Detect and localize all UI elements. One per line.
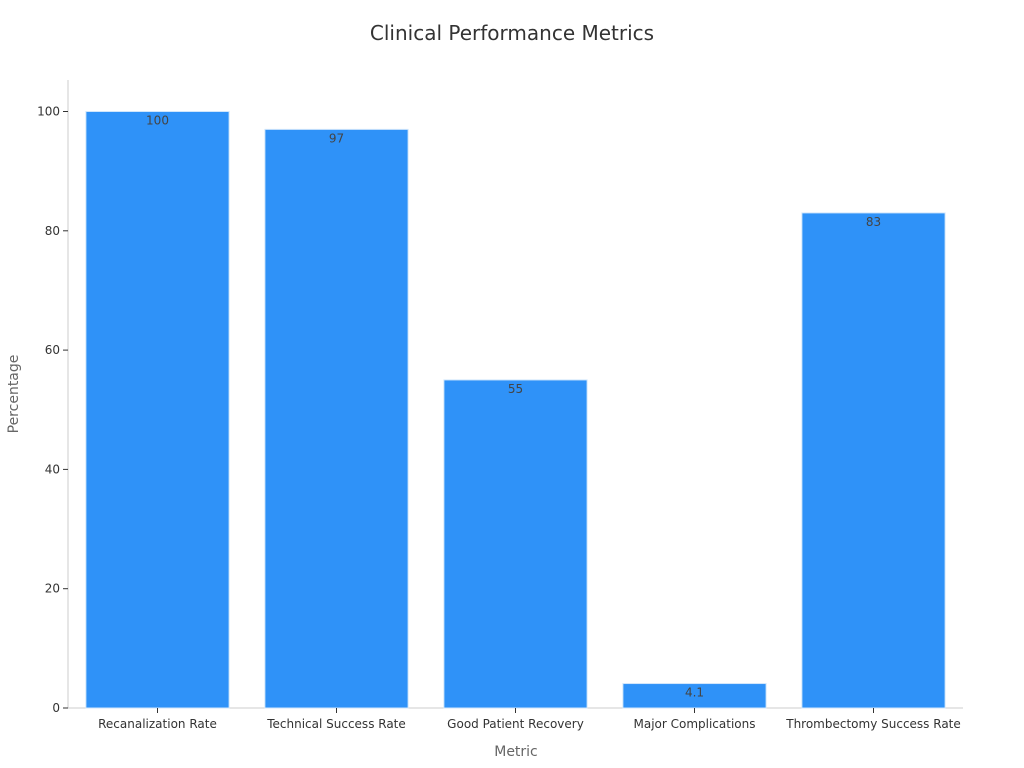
x-axis-label: Metric xyxy=(494,744,538,760)
bar-value-label: 83 xyxy=(866,215,881,229)
y-tick-label: 100 xyxy=(37,105,60,119)
x-tick-label: Major Complications xyxy=(633,717,755,731)
y-tick-label: 60 xyxy=(45,343,60,357)
chart-title: Clinical Performance Metrics xyxy=(370,21,654,45)
x-tick-label: Good Patient Recovery xyxy=(447,717,584,731)
x-ticks-group: Recanalization Rate Technical Success Rat… xyxy=(98,708,961,731)
y-tick-label: 40 xyxy=(45,462,60,476)
y-tick-label: 0 xyxy=(52,701,60,715)
y-axis-label: Percentage xyxy=(6,355,22,434)
bar-value-label: 4.1 xyxy=(685,686,704,700)
x-tick-label: Thrombectomy Success Rate xyxy=(785,717,961,731)
bar-value-label: 97 xyxy=(329,131,344,145)
bar-value-label: 100 xyxy=(146,114,169,128)
y-tick-label: 20 xyxy=(45,582,60,596)
bar-3 xyxy=(622,683,767,709)
bar-0 xyxy=(85,111,230,709)
y-ticks-group: 0 20 40 60 80 100 xyxy=(37,105,68,715)
x-tick-label: Technical Success Rate xyxy=(266,717,406,731)
bars-group: 100 97 55 4.1 83 xyxy=(85,111,946,709)
bar-4 xyxy=(801,212,946,709)
bar-2 xyxy=(443,379,588,709)
y-tick-label: 80 xyxy=(45,224,60,238)
x-tick-label: Recanalization Rate xyxy=(98,717,217,731)
bar-value-label: 55 xyxy=(508,382,523,396)
bar-1 xyxy=(264,128,409,709)
